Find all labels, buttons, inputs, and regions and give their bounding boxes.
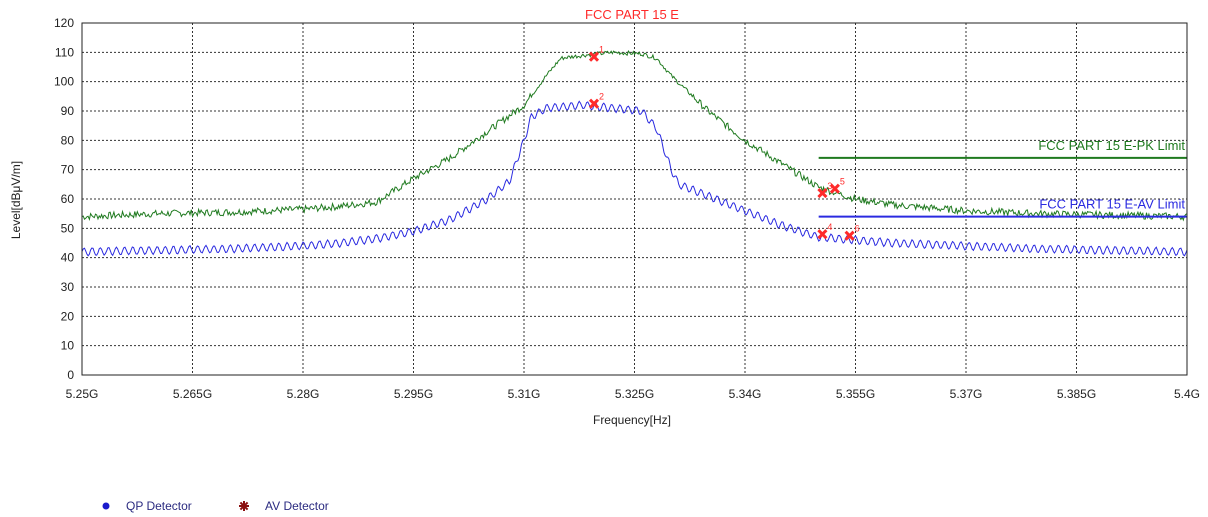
marker-label: 5 xyxy=(840,177,845,187)
marker-6: 6 xyxy=(844,224,860,241)
legend: QP Detector AV Detector xyxy=(102,499,329,513)
grid xyxy=(82,23,1187,375)
x-tick-label: 5.4G xyxy=(1174,387,1200,401)
y-tick-label: 120 xyxy=(54,16,74,30)
x-tick-label: 5.28G xyxy=(287,387,320,401)
marker-2: 2 xyxy=(588,92,604,109)
marker-4: 4 xyxy=(817,222,832,240)
x-tick-label: 5.265G xyxy=(173,387,212,401)
y-tick-label: 20 xyxy=(61,309,75,323)
av-star-icon xyxy=(239,501,249,511)
marker-5: 5 xyxy=(829,177,845,194)
y-tick-label: 10 xyxy=(61,339,75,353)
limit-lines: FCC PART 15 E-PK Limit FCC PART 15 E-AV L… xyxy=(818,138,1187,218)
x-tick-label: 5.295G xyxy=(394,387,433,401)
y-axis-ticks: 0 10 20 30 40 50 60 70 80 90 100 110 120 xyxy=(54,16,74,382)
plot-frame xyxy=(81,22,1188,376)
marker-label: 1 xyxy=(599,45,604,55)
limit-label: FCC PART 15 E-PK Limit xyxy=(1038,138,1185,153)
x-tick-label: 5.31G xyxy=(508,387,541,401)
marker-label: 6 xyxy=(855,224,860,234)
y-tick-label: 100 xyxy=(54,75,74,89)
marker-label: 2 xyxy=(599,92,604,102)
limit-label: FCC PART 15 E-AV Limit xyxy=(1039,197,1185,212)
marker-1: 1 xyxy=(588,45,604,62)
series xyxy=(81,50,1188,257)
y-tick-label: 60 xyxy=(61,192,75,206)
x-tick-label: 5.355G xyxy=(836,387,875,401)
y-tick-label: 90 xyxy=(61,104,75,118)
x-tick-label: 5.34G xyxy=(729,387,762,401)
qp-dot-icon xyxy=(102,502,110,510)
legend-av-label: AV Detector xyxy=(265,499,329,513)
legend-qp-label: QP Detector xyxy=(126,499,192,513)
x-tick-label: 5.385G xyxy=(1057,387,1096,401)
chart-title: FCC PART 15 E xyxy=(585,7,679,22)
marker-3: 3 xyxy=(817,181,832,199)
peak-trace xyxy=(81,50,1188,222)
y-tick-label: 0 xyxy=(67,368,74,382)
marker-label: 4 xyxy=(827,222,832,232)
x-axis-label: Frequency[Hz] xyxy=(593,413,671,427)
x-axis-ticks: 5.25G 5.265G 5.28G 5.295G 5.31G 5.325G 5.34G 5.… xyxy=(66,387,1200,401)
x-tick-label: 5.37G xyxy=(950,387,983,401)
x-tick-label: 5.25G xyxy=(66,387,99,401)
x-tick-label: 5.325G xyxy=(615,387,654,401)
average-trace xyxy=(81,100,1188,257)
y-tick-label: 50 xyxy=(61,221,75,235)
y-tick-label: 80 xyxy=(61,133,75,147)
legend-item-qp: QP Detector xyxy=(102,499,192,513)
legend-item-av: AV Detector xyxy=(239,499,329,513)
y-tick-label: 30 xyxy=(61,280,75,294)
y-tick-label: 40 xyxy=(61,251,75,265)
marker-label: 3 xyxy=(827,181,832,191)
y-tick-label: 110 xyxy=(55,45,74,59)
markers: 1 2 3 4 5 6 xyxy=(588,45,860,241)
y-tick-label: 70 xyxy=(61,163,75,177)
y-axis-label: Level[dBμV/m] xyxy=(9,161,23,239)
